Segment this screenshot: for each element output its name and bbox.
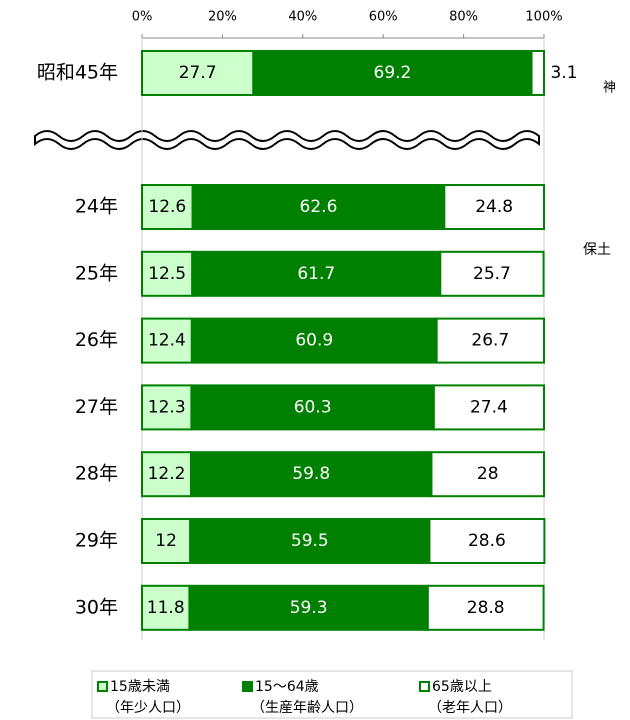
data-label: 27.4 [470, 397, 508, 417]
data-label: 12.4 [148, 331, 186, 351]
data-label: 27.7 [179, 63, 217, 83]
x-tick-label: 60% [369, 10, 398, 25]
data-label: 28.8 [467, 598, 505, 618]
data-label: 28.6 [468, 531, 506, 551]
bar-segment [141, 584, 191, 631]
bar-segment [141, 451, 193, 498]
data-label: 60.3 [294, 397, 332, 417]
data-label: 12.3 [148, 397, 186, 417]
data-label: 60.9 [295, 331, 333, 351]
y-tick-label: 25年 [75, 262, 118, 284]
bar-segment [252, 50, 533, 96]
bar-segment [141, 317, 193, 364]
data-label: 26.7 [471, 331, 509, 351]
bar-segment [188, 584, 429, 631]
bar-segment [190, 451, 433, 498]
y-tick-label: 27年 [75, 396, 118, 418]
y-tick-label: 昭和45年 [37, 62, 118, 84]
y-tick-label: 24年 [75, 196, 118, 218]
x-tick-label: 40% [288, 10, 317, 25]
data-label: 3.1 [550, 63, 577, 83]
legend-swatch [419, 681, 430, 692]
bar-segment [141, 384, 193, 431]
bar-segment [439, 250, 545, 297]
data-label: 12.5 [148, 264, 186, 284]
legend-note: （老年人口） [428, 700, 512, 716]
legend-swatch [97, 681, 108, 692]
data-label: 61.7 [297, 264, 335, 284]
annotation: 神 [603, 81, 616, 96]
data-label: 59.5 [291, 531, 329, 551]
y-tick-label: 26年 [75, 329, 118, 351]
legend-note: （生産年齢人口） [251, 700, 363, 716]
data-label: 11.8 [147, 598, 185, 618]
legend-swatch [242, 681, 253, 692]
data-label: 25.7 [473, 264, 511, 284]
data-label: 69.2 [374, 63, 412, 83]
data-label: 12 [155, 531, 177, 551]
x-tick-label: 100% [525, 10, 562, 25]
bar-segment [432, 384, 545, 431]
legend-label: 65歳以上 [432, 679, 492, 695]
bar-segment [426, 584, 545, 631]
axis-break [34, 130, 540, 150]
data-label: 59.8 [292, 464, 330, 484]
bar-segment [435, 317, 545, 364]
x-tick-label: 80% [449, 10, 478, 25]
bar-segment [141, 50, 255, 96]
data-label: 12.6 [148, 197, 186, 217]
x-tick-label: 0% [132, 10, 153, 25]
legend-label: 15歳未満 [110, 679, 170, 695]
x-tick-label: 20% [208, 10, 237, 25]
bar-segment [141, 184, 194, 230]
bar-segment [530, 50, 546, 96]
data-label: 28 [477, 464, 499, 484]
bar-segment [191, 184, 446, 230]
y-tick-label: 30年 [75, 596, 118, 618]
data-label: 59.3 [290, 598, 328, 618]
bar-segment [443, 184, 545, 230]
bar-segment [191, 250, 442, 297]
annotation: 保土 [583, 242, 611, 258]
bar-segment [141, 250, 194, 297]
legend-label: 15～64歳 [255, 679, 319, 695]
bar-segment [428, 518, 546, 564]
legend [91, 670, 573, 719]
y-tick-label: 28年 [75, 463, 118, 485]
data-label: 12.2 [148, 464, 186, 484]
bar-segment [190, 317, 438, 364]
data-label: 62.6 [300, 197, 338, 217]
legend-note: （年少人口） [106, 700, 190, 716]
bar-segment [430, 451, 545, 498]
y-tick-label: 29年 [75, 530, 118, 552]
data-label: 24.8 [475, 197, 513, 217]
